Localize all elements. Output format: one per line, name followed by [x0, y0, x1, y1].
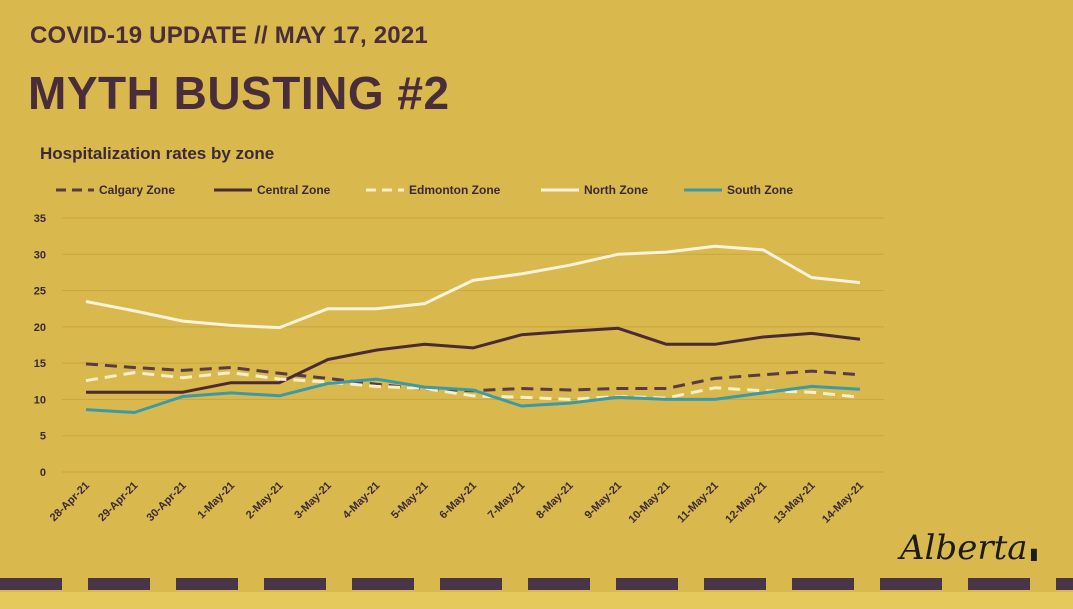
- x-tick-label: 28-Apr-21: [48, 480, 92, 524]
- y-tick-label: 20: [34, 322, 46, 334]
- y-tick-label: 10: [34, 394, 46, 406]
- series-line-north-zone: [85, 244, 861, 330]
- x-tick-label: 8-May-21: [534, 480, 576, 522]
- bottom-stripe: [0, 578, 1073, 590]
- x-tick-label: 9-May-21: [582, 480, 624, 522]
- x-tick-label: 14-May-21: [820, 480, 866, 526]
- alberta-logo: Alberta ▮: [900, 528, 1039, 568]
- x-tick-label: 1-May-21: [195, 480, 237, 522]
- x-tick-label: 10-May-21: [627, 480, 673, 526]
- x-tick-label: 6-May-21: [437, 480, 479, 522]
- x-tick-label: 5-May-21: [389, 480, 431, 522]
- legend-label: Edmonton Zone: [409, 183, 501, 197]
- y-tick-label: 5: [40, 431, 46, 443]
- y-tick-label: 35: [34, 213, 46, 225]
- legend-label: North Zone: [584, 183, 648, 197]
- page-title: MYTH BUSTING #2: [28, 67, 450, 119]
- y-tick-label: 0: [40, 467, 46, 479]
- series-line-calgary-zone: [85, 362, 861, 393]
- series-line-edmonton-zone: [85, 371, 861, 401]
- update-line: COVID-19 UPDATE // MAY 17, 2021: [30, 22, 428, 49]
- x-tick-label: 30-Apr-21: [145, 480, 189, 524]
- x-tick-label: 4-May-21: [341, 480, 383, 522]
- legend-label: South Zone: [727, 183, 793, 197]
- y-tick-label: 15: [34, 358, 46, 370]
- legend-label: Central Zone: [257, 183, 331, 197]
- x-tick-label: 12-May-21: [723, 480, 769, 526]
- bottom-bar: [0, 592, 1073, 609]
- series-line-central-zone: [86, 326, 861, 394]
- x-tick-label: 3-May-21: [292, 480, 334, 522]
- x-tick-label: 29-Apr-21: [96, 480, 140, 524]
- legend-label: Calgary Zone: [99, 183, 175, 197]
- chart-title: Hospitalization rates by zone: [40, 144, 275, 163]
- x-tick-label: 2-May-21: [244, 480, 286, 522]
- x-tick-label: 11-May-21: [675, 480, 721, 526]
- x-tick-label: 13-May-21: [772, 480, 818, 526]
- series-line-south-zone: [85, 377, 861, 414]
- y-tick-label: 30: [34, 249, 46, 261]
- x-tick-label: 7-May-21: [486, 480, 528, 522]
- y-tick-label: 25: [34, 286, 46, 298]
